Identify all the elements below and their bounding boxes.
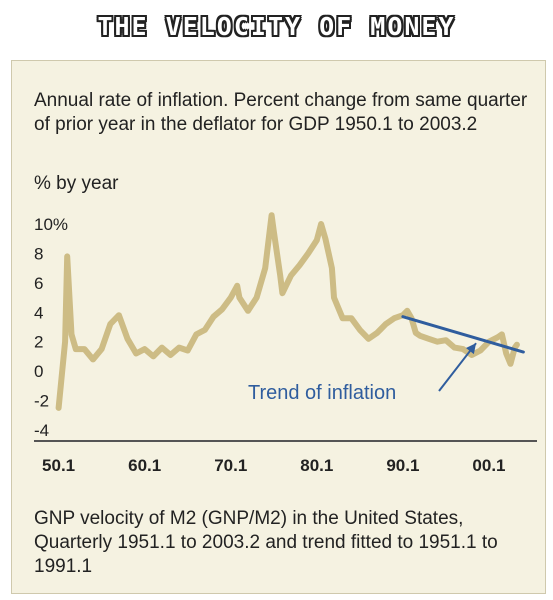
x-tick-label: 60.1 (128, 456, 161, 475)
x-tick-label: 90.1 (386, 456, 419, 475)
x-tick-label: 50.1 (42, 456, 75, 475)
y-axis-ticks: 10% 8 6 4 2 0 -2 -4 (34, 215, 68, 440)
y-tick-label: -2 (34, 392, 49, 411)
y-tick-label: 0 (34, 362, 43, 381)
y-tick-label: 6 (34, 274, 43, 293)
trend-annotation-arrow (438, 342, 477, 392)
chart-footnote: GNP velocity of M2 (GNP/M2) in the Unite… (34, 508, 498, 577)
y-tick-label: 2 (34, 333, 43, 352)
trend-series-line (401, 315, 525, 354)
x-tick-label: 00.1 (472, 456, 505, 475)
chart-header: THE VELOCITY OF MONEY (0, 0, 553, 60)
y-tick-label: 10% (34, 215, 68, 234)
x-tick-label: 80.1 (300, 456, 333, 475)
inflation-series-line (55, 212, 520, 411)
chart-panel: Annual rate of inflation. Percent change… (11, 60, 546, 594)
chart-title: THE VELOCITY OF MONEY (97, 12, 456, 41)
y-tick-label: 8 (34, 244, 43, 263)
chart-subtitle: Annual rate of inflation. Percent change… (34, 90, 528, 135)
inflation-line-chart: 10% 8 6 4 2 0 -2 -4 50.1 60.1 70.1 80.1 90.1 00.1 Tr… (34, 212, 537, 475)
trend-annotation-label: Trend of inflation (248, 382, 396, 404)
y-tick-label: -4 (34, 421, 49, 440)
y-tick-label: 4 (34, 303, 43, 322)
x-axis-ticks: 50.1 60.1 70.1 80.1 90.1 00.1 (42, 456, 505, 475)
trend-annotation-arrowhead (465, 343, 477, 355)
y-axis-unit-label: % by year (34, 173, 119, 194)
x-tick-label: 70.1 (214, 456, 247, 475)
